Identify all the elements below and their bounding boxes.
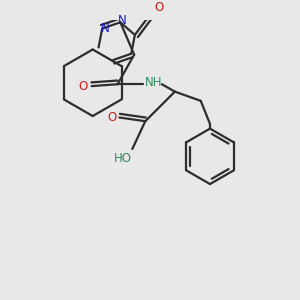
Text: O: O bbox=[79, 80, 88, 93]
Text: N: N bbox=[118, 14, 127, 27]
Text: N: N bbox=[100, 22, 109, 35]
Text: NH: NH bbox=[145, 76, 162, 89]
Text: O: O bbox=[107, 111, 117, 124]
Text: HO: HO bbox=[114, 152, 132, 165]
Text: O: O bbox=[154, 1, 164, 13]
